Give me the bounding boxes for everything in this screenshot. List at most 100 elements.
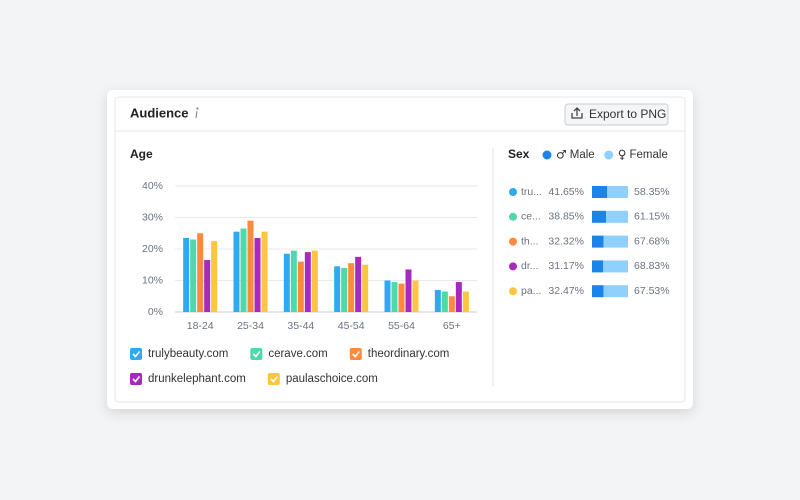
bar bbox=[455, 282, 462, 312]
x-tick-label: 65+ bbox=[443, 320, 461, 332]
bar bbox=[412, 280, 419, 312]
site-dot bbox=[509, 237, 517, 246]
bar bbox=[254, 237, 261, 312]
bar bbox=[204, 260, 211, 312]
bar bbox=[341, 267, 348, 312]
sex-bar bbox=[592, 210, 606, 223]
bar bbox=[190, 239, 197, 312]
legend-checkbox[interactable] bbox=[130, 348, 142, 360]
sex-bar bbox=[603, 285, 628, 298]
site-dot bbox=[509, 212, 517, 221]
legend-label[interactable]: trulybeauty.com bbox=[148, 348, 228, 360]
sex-title: Sex bbox=[508, 147, 530, 161]
bar bbox=[290, 250, 297, 312]
male-value: 32.32% bbox=[548, 235, 584, 247]
bar bbox=[211, 241, 218, 312]
legend-item[interactable]: paulaschoice.com bbox=[267, 373, 378, 385]
male-value: 32.47% bbox=[548, 285, 584, 297]
y-tick-label: 0% bbox=[148, 306, 163, 318]
site-dot bbox=[509, 188, 517, 196]
bar bbox=[434, 289, 441, 312]
legend-symbol: ♂ bbox=[556, 148, 567, 162]
sex-bar bbox=[592, 285, 604, 298]
legend-checkbox[interactable] bbox=[130, 373, 142, 385]
card-title: Audience bbox=[130, 105, 189, 120]
y-tick-label: 20% bbox=[142, 243, 163, 255]
bar bbox=[334, 266, 341, 312]
bar bbox=[311, 250, 318, 312]
y-tick-label: 40% bbox=[142, 180, 163, 192]
legend-checkbox[interactable] bbox=[267, 373, 280, 385]
legend-check bbox=[252, 351, 261, 358]
bar bbox=[384, 280, 391, 312]
info-icon bbox=[195, 107, 199, 119]
bar bbox=[441, 291, 448, 312]
y-tick-label: 10% bbox=[142, 274, 163, 286]
bar bbox=[462, 291, 469, 312]
bar bbox=[355, 256, 362, 312]
bar bbox=[197, 233, 204, 312]
legend-label: Female bbox=[630, 149, 668, 161]
bar bbox=[348, 263, 355, 312]
legend-item[interactable]: trulybeauty.com bbox=[130, 348, 228, 360]
bar bbox=[247, 220, 254, 312]
x-tick-label: 55-64 bbox=[388, 320, 415, 332]
bar bbox=[233, 231, 240, 312]
legend-item: ♀ Female bbox=[604, 148, 668, 162]
sex-bar bbox=[592, 186, 607, 198]
sex-bar bbox=[592, 260, 604, 273]
site-label: pa... bbox=[521, 285, 541, 297]
site-label: th... bbox=[521, 235, 539, 247]
legend-item: ♂ Male bbox=[542, 148, 595, 162]
female-value: 67.53% bbox=[634, 285, 670, 297]
site-dot bbox=[509, 287, 517, 296]
legend-label: Male bbox=[570, 149, 595, 161]
site-label: ce... bbox=[521, 211, 541, 223]
legend-checkbox[interactable] bbox=[250, 348, 263, 360]
bar bbox=[448, 296, 455, 312]
bar bbox=[391, 282, 398, 312]
legend-dot bbox=[604, 150, 614, 160]
legend-symbol: ♀ bbox=[618, 148, 627, 162]
legend-label[interactable]: paulaschoice.com bbox=[286, 373, 378, 385]
site-label: dr... bbox=[521, 260, 539, 272]
legend-label[interactable]: cerave.com bbox=[268, 348, 327, 360]
bar bbox=[183, 237, 190, 312]
sex-bar bbox=[603, 260, 628, 273]
export-button[interactable]: Export to PNG bbox=[564, 103, 669, 126]
bar bbox=[283, 253, 290, 312]
male-value: 38.85% bbox=[548, 211, 584, 223]
site-dot bbox=[509, 262, 517, 271]
legend-item[interactable]: theordinary.com bbox=[349, 348, 450, 360]
female-value: 68.83% bbox=[634, 260, 670, 272]
x-tick-label: 35-44 bbox=[287, 320, 314, 332]
bar bbox=[261, 231, 268, 312]
bar bbox=[405, 269, 412, 312]
female-value: 58.35% bbox=[634, 186, 670, 198]
legend-label[interactable]: drunkelephant.com bbox=[148, 373, 246, 385]
age-title: Age bbox=[130, 147, 153, 161]
legend-check bbox=[132, 351, 141, 358]
male-value: 31.17% bbox=[548, 260, 584, 272]
legend-check bbox=[352, 351, 360, 358]
bar bbox=[398, 283, 405, 312]
bar bbox=[362, 264, 369, 312]
sex-bar bbox=[592, 235, 604, 248]
sex-bar bbox=[605, 210, 628, 223]
bar bbox=[240, 228, 247, 312]
legend-item[interactable]: drunkelephant.com bbox=[130, 373, 246, 385]
x-tick-label: 25-34 bbox=[237, 320, 264, 332]
x-tick-label: 45-54 bbox=[338, 320, 365, 332]
legend-check bbox=[270, 376, 278, 383]
female-value: 61.15% bbox=[634, 211, 670, 223]
site-label: tru... bbox=[521, 186, 542, 198]
legend-checkbox[interactable] bbox=[349, 348, 362, 360]
legend-label[interactable]: theordinary.com bbox=[368, 348, 450, 360]
female-value: 67.68% bbox=[634, 235, 670, 247]
sex-bar bbox=[603, 235, 628, 248]
legend-item[interactable]: cerave.com bbox=[250, 348, 328, 360]
export-button-label[interactable]: Export to PNG bbox=[589, 107, 666, 121]
male-value: 41.65% bbox=[548, 186, 584, 198]
bar bbox=[297, 261, 304, 312]
